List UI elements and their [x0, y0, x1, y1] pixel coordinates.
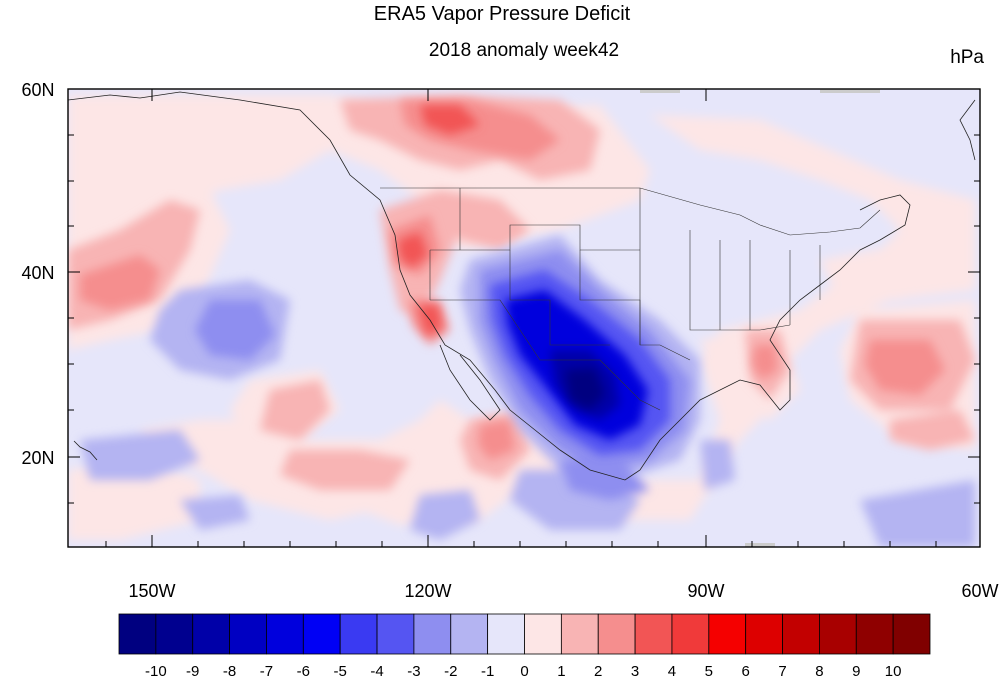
colorbar-label: 9 — [852, 663, 860, 680]
missing-data-patch — [745, 543, 775, 547]
lon-ticks — [105, 89, 981, 547]
lat-tick-label: 20N — [21, 448, 54, 468]
colorbar-label: 5 — [705, 663, 713, 680]
colorbar-swatch — [413, 613, 452, 655]
colorbar-label: -4 — [370, 663, 383, 680]
colorbar-swatch — [708, 613, 747, 655]
colorbar-swatch — [450, 613, 489, 655]
coastlines — [68, 91, 976, 481]
colorbar: -10 -9 -8 -7 -6 -5 -4 -3 -2 -1 0 1 2 3 4 5 6 7 8 9 10 — [118, 613, 931, 680]
figure-title: ERA5 Vapor Pressure Deficit — [374, 3, 631, 25]
lat-tick-label: 40N — [21, 263, 54, 283]
colorbar-label: 6 — [742, 663, 750, 680]
lon-tick-label: 60W — [961, 581, 998, 601]
colorbar-swatch — [192, 613, 230, 655]
colorbar-swatch — [339, 613, 378, 655]
lon-tick-label: 90W — [687, 581, 724, 601]
colorbar-label: 4 — [668, 663, 676, 680]
colorbar-label: -9 — [186, 663, 199, 680]
figure-subtitle: 2018 anomaly week42 — [429, 40, 619, 61]
colorbar-label: 8 — [815, 663, 823, 680]
colorbar-label: -5 — [334, 663, 347, 680]
lon-tick-label: 120W — [404, 581, 451, 601]
colorbar-label: 0 — [520, 663, 528, 680]
colorbar-swatch — [892, 613, 931, 655]
missing-data-patch — [640, 89, 680, 93]
colorbar-swatch — [524, 613, 562, 655]
colorbar-label: -8 — [223, 663, 236, 680]
colorbar-swatch — [597, 613, 636, 655]
negative-anomaly-center — [565, 368, 605, 410]
colorbar-swatch — [155, 613, 194, 655]
colorbar-label: 2 — [594, 663, 602, 680]
colorbar-label: -10 — [145, 663, 167, 680]
colorbar-swatch — [229, 613, 267, 655]
colorbar-label: 3 — [631, 663, 639, 680]
colorbar-label: 10 — [885, 663, 902, 680]
colorbar-swatch — [487, 613, 525, 655]
colorbar-swatch — [671, 613, 710, 655]
colorbar-swatch — [745, 613, 783, 655]
colorbar-swatch — [560, 613, 599, 655]
colorbar-label: -2 — [444, 663, 457, 680]
colorbar-swatch — [376, 613, 415, 655]
colorbar-swatch — [819, 613, 857, 655]
lat-tick-label: 60N — [21, 80, 54, 100]
lat-ticks — [68, 88, 980, 504]
colorbar-swatch — [782, 613, 820, 655]
colorbar-swatch — [634, 613, 673, 655]
colorbar-label: 1 — [557, 663, 565, 680]
colorbar-swatch — [118, 613, 157, 655]
colorbar-swatch — [266, 613, 304, 655]
colorbar-label: -1 — [481, 663, 494, 680]
anomaly-field — [68, 89, 980, 547]
colorbar-swatch — [855, 613, 894, 655]
colorbar-swatch — [302, 613, 341, 655]
missing-data-patch — [820, 89, 880, 93]
colorbar-label: -3 — [407, 663, 420, 680]
colorbar-label: -6 — [297, 663, 310, 680]
colorbar-label: -7 — [260, 663, 273, 680]
political-borders — [380, 187, 881, 411]
colorbar-label: 7 — [778, 663, 786, 680]
lon-tick-label: 150W — [128, 581, 175, 601]
units-label: hPa — [950, 47, 984, 68]
